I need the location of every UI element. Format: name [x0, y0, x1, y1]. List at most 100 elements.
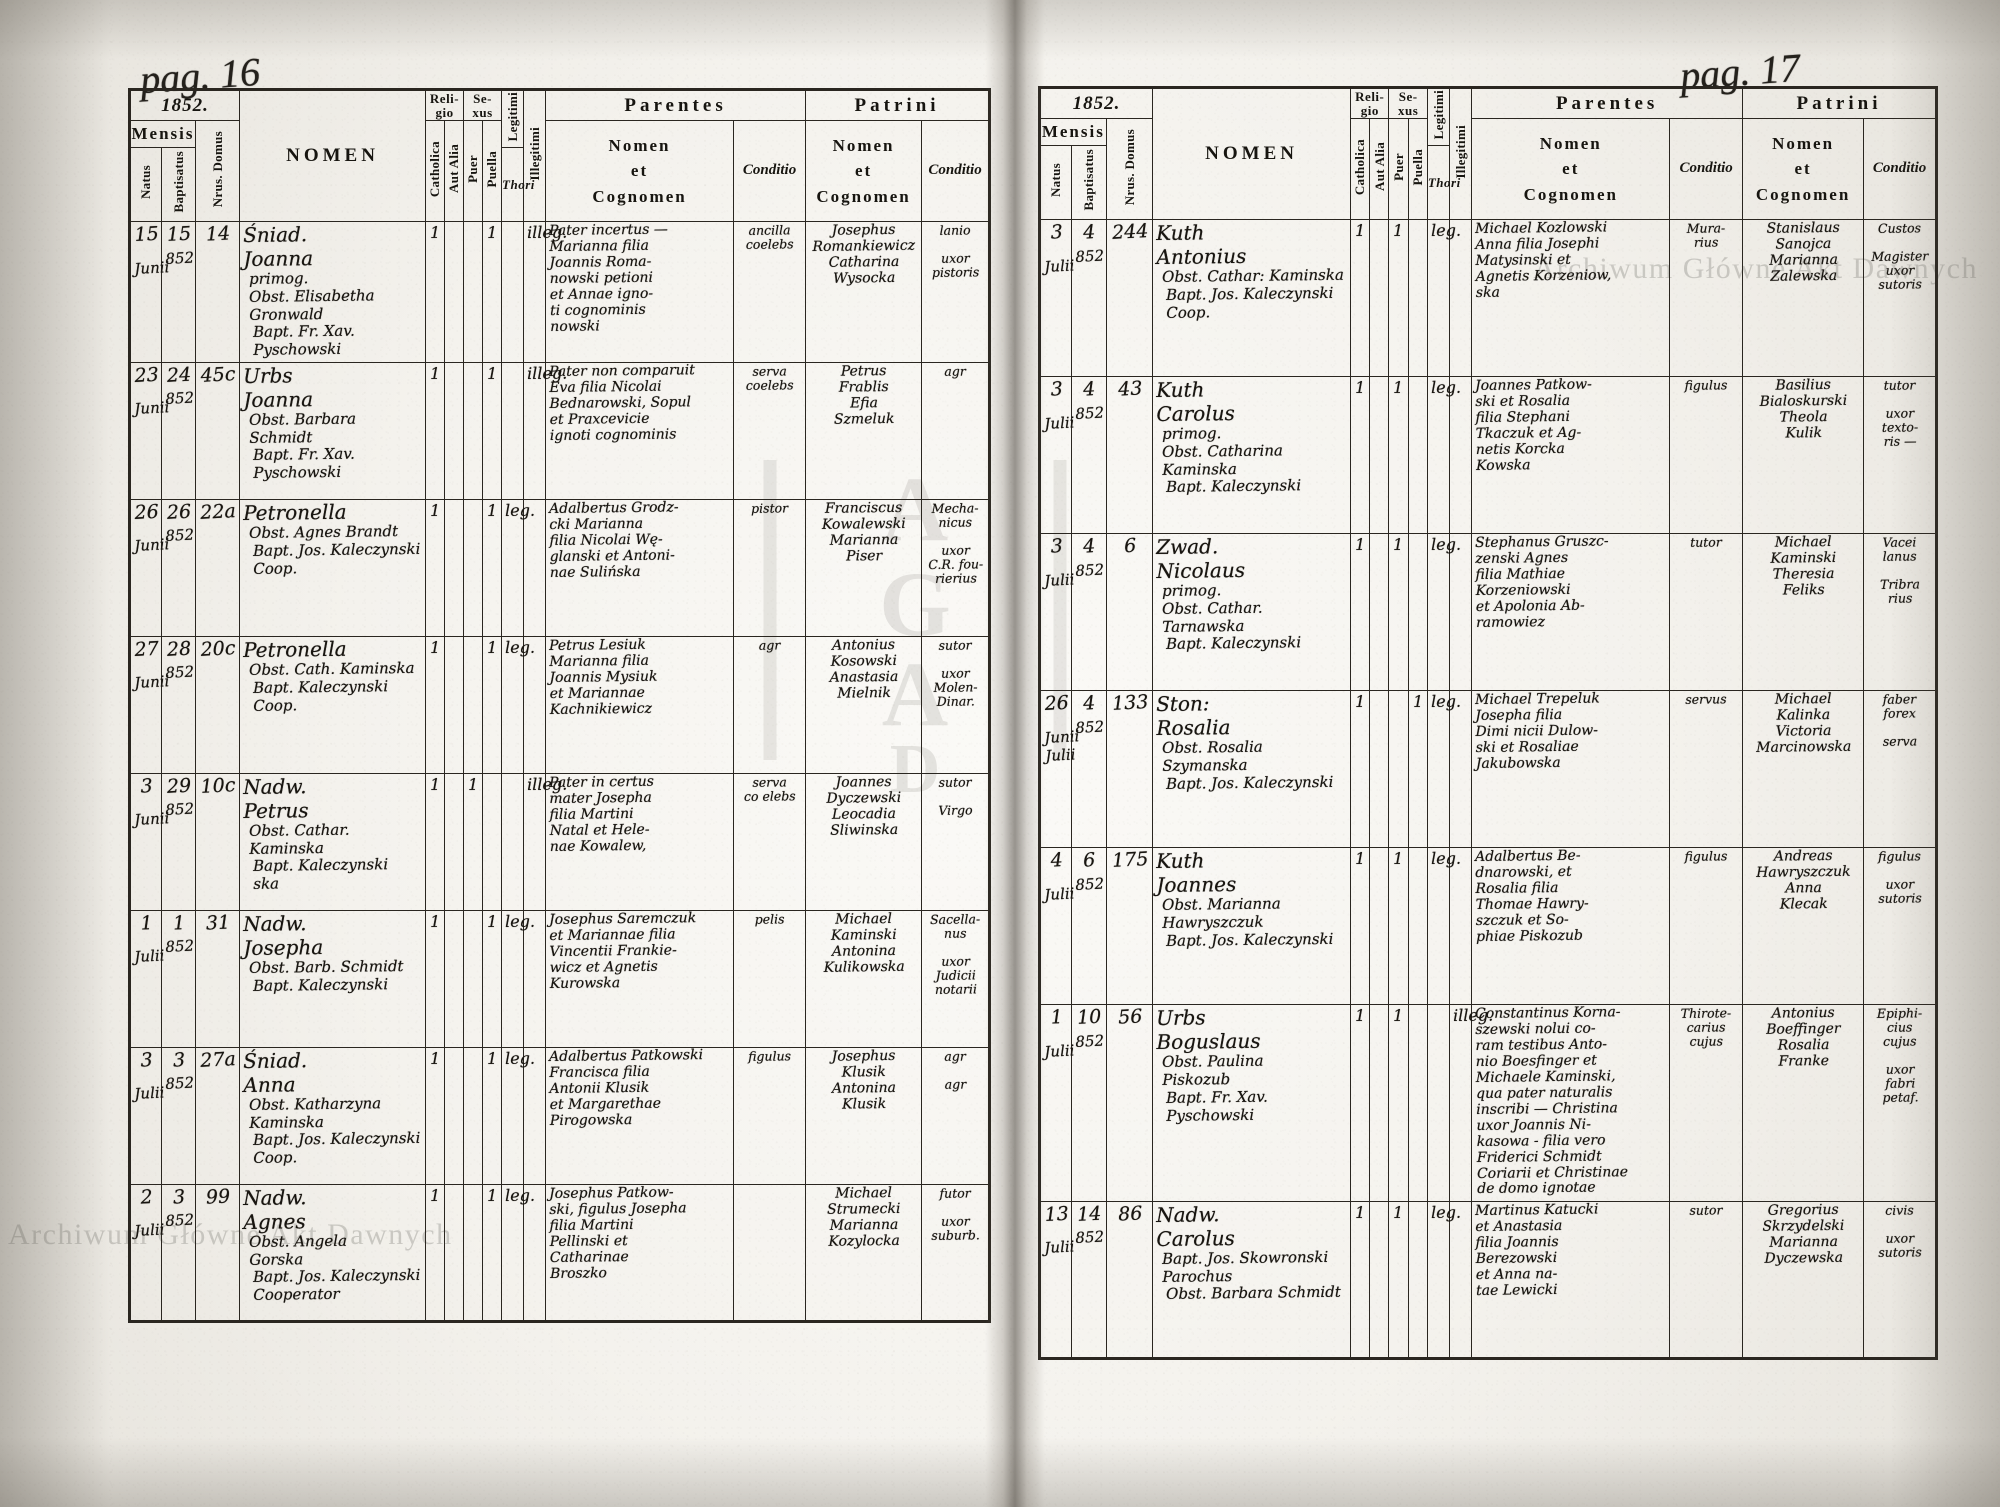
cell-mensis-value: Julii	[133, 946, 165, 967]
cell-patrini-text: Michael Kaminski Theresia Feliks	[1770, 534, 1837, 599]
header-patrini-cognomen-right: Cognomen	[1755, 184, 1851, 204]
table-row[interactable]: 27 Junii 28 852 20c Petronella Obst. Cath. Kam…	[129, 635, 991, 774]
cell-parentes: Adalbertus Patkowski Francisca filia Ant…	[545, 1046, 735, 1185]
header-year-left: 1852.	[128, 88, 241, 122]
cell-nrus-domus: 86	[1105, 1200, 1154, 1359]
cell-year-value: 852	[1075, 403, 1105, 423]
cell-mensis-value: Julii	[1043, 883, 1075, 904]
cell-aut-alia	[444, 361, 465, 500]
cell-nomen: Petronella Obst. Cath. Kaminska Bapt. Kale…	[239, 635, 427, 774]
cell-nomen: Śniad. Joanna primog. Obst. Elisabetha Gro…	[239, 221, 427, 363]
cell-baptisatus: 26 852	[161, 498, 196, 637]
header-parentes-conditio-right: Conditio	[1669, 118, 1743, 221]
cell-puella-text: 1	[1412, 692, 1424, 712]
cell-catholica: 1	[1350, 533, 1371, 692]
table-row[interactable]: 3 Julii 4 852 43 Kuth Carolus primog. Obst. Cat…	[1038, 376, 1937, 535]
table-row[interactable]: 26 Junii Julii 4 852 133 Ston: Rosalia Obst. R…	[1038, 690, 1937, 849]
table-row[interactable]: 2 Julii 3 852 99 Nadw. Agnes Obst. Angela Gors…	[129, 1183, 991, 1322]
cell-puella	[1407, 1004, 1428, 1202]
cell-patrini-conditio: lanio uxor pistoris	[921, 221, 991, 363]
cell-patrini-text: Michael Kaminski Antonina Kulikowska	[823, 910, 905, 976]
cell-parentes-conditio: pelis	[733, 909, 807, 1048]
table-row[interactable]: 3 Julii 3 852 27a Śniad. Anna Obst. Katharzyna…	[129, 1046, 991, 1185]
cell-puer: 1	[1388, 847, 1409, 1006]
cell-nrus-domus-text: 175	[1111, 848, 1149, 873]
table-row[interactable]: 15 Junii 15 852 14 Śniad. Joanna primog. Obst. …	[129, 221, 991, 363]
table-row[interactable]: 1 Julii 1 852 31 Nadw. Josepha Obst. Barb. Sch…	[129, 909, 991, 1048]
cell-catholica: 1	[425, 1183, 446, 1322]
cell-nomen-name: Ston: Rosalia	[1156, 691, 1231, 740]
cell-patrini-conditio-text: Epiphi- cius cujus uxor fabri petaf.	[1876, 1005, 1923, 1105]
cell-nrus-domus: 27a	[194, 1046, 241, 1185]
header-religio-left: Reli- gio	[425, 88, 465, 122]
cell-catholica: 1	[425, 221, 446, 363]
cell-nomen: Urbs Joanna Obst. Barbara Schmidt Bapt. Fr…	[239, 361, 427, 500]
cell-nomen: Kuth Antonius Obst. Cathar: Kaminska Bapt.…	[1152, 219, 1352, 378]
cell-baptisatus: 10 852	[1071, 1004, 1107, 1202]
cell-parentes-conditio: serva coelebs	[733, 361, 807, 500]
cell-baptisatus: 6 852	[1071, 847, 1107, 1006]
cell-parentes-conditio-text: Thirote- carius cujus	[1680, 1005, 1732, 1049]
cell-parentes-text: Pater in certus mater Josepha filia Mart…	[549, 773, 654, 855]
cell-natus-text: 4	[1050, 849, 1064, 872]
table-row[interactable]: 26 Junii 26 852 22a Petronella Obst. Agnes Bra…	[129, 498, 991, 637]
cell-nomen-obstetrix: Obst. Paulina Piskozub	[1162, 1052, 1264, 1089]
cell-puella-text: 1	[486, 1185, 498, 1205]
cell-nrus-domus: 10c	[194, 772, 241, 911]
cell-patrini-conditio: Vacei lanus Tribra rius	[1863, 533, 1937, 692]
cell-nomen: Ston: Rosalia Obst. Rosalia Szymanska Bapt…	[1152, 690, 1352, 849]
cell-mensis-value: Junii	[133, 398, 170, 419]
cell-illegitimi-text: illeg.	[527, 363, 568, 383]
cell-nomen-baptizans: Bapt. Kaleczynski	[1166, 633, 1302, 654]
cell-parentes-text: Pater incertus — Marianna filia Joannis …	[549, 221, 668, 335]
table-row[interactable]: 1 Julii 10 852 56 Urbs Boguslaus Obst. Paulina…	[1038, 1004, 1937, 1202]
cell-catholica: 1	[425, 909, 446, 1048]
cell-nrus-domus: 43	[1105, 376, 1154, 535]
cell-puella	[1407, 219, 1428, 378]
header-year-right: 1852.	[1038, 86, 1154, 120]
table-row[interactable]: 23 Junii 24 852 45c Urbs Joanna Obst. Barbara …	[129, 361, 991, 500]
cell-natus-text: 1	[139, 911, 154, 935]
cell-nomen-obstetrix: Obst. Catharina Kaminska	[1162, 441, 1284, 479]
cell-parentes-conditio: servus	[1669, 690, 1743, 849]
cell-parentes-conditio-text: agr	[758, 637, 781, 653]
cell-patrini-conditio: civis uxor sutoris	[1863, 1200, 1937, 1359]
cell-catholica: 1	[425, 772, 446, 911]
cell-legitimi: leg.	[1426, 533, 1461, 692]
header-nomen-left: NOMEN	[239, 88, 427, 223]
cell-baptisatus-text: 4	[1082, 692, 1097, 715]
cell-parentes: Joannes Patkow- ski et Rosalia filia Ste…	[1471, 376, 1671, 535]
cell-nomen-baptizans: Bapt. Kaleczynski	[253, 974, 389, 995]
cell-puer	[463, 635, 484, 774]
cell-illegitimi	[1449, 690, 1473, 849]
header-patrini-conditio-left: Conditio	[921, 120, 991, 223]
cell-parentes-text: Michael Trepeluk Josepha filia Dimi nici…	[1475, 690, 1601, 772]
cell-catholica-text: 1	[1355, 535, 1366, 555]
header-parentes-nomen-right: Nomen	[1539, 133, 1602, 153]
header-nrus-domus-right: Nrus. Domus	[1121, 128, 1137, 205]
cell-natus-text: 27	[134, 637, 160, 661]
cell-nomen-baptizans: Bapt. Jos. Kaleczynski Cooperator	[253, 1266, 421, 1304]
cell-patrini-text: Gregorius Skrzydelski Marianna Dyczewska	[1762, 1201, 1845, 1267]
table-row[interactable]: 3 Junii 29 852 10c Nadw. Petrus Obst. Cathar. …	[129, 772, 991, 911]
header-thori-right: Thori	[1426, 145, 1460, 221]
header-illegitimi-left: Illegitimi	[526, 126, 542, 181]
table-row[interactable]: 3 Julii 4 852 6 Zwad. Nicolaus primog. Obst. Ca…	[1038, 533, 1937, 692]
cell-parentes-conditio-text: serva co elebs	[743, 774, 796, 804]
cell-catholica-text: 1	[429, 500, 441, 520]
cell-baptisatus-text: 26	[166, 500, 192, 524]
cell-aut-alia	[444, 498, 465, 637]
table-row[interactable]: 3 Julii 4 852 244 Kuth Antonius Obst. Cathar: …	[1038, 219, 1937, 378]
cell-patrini-conditio-text: lanio uxor pistoris	[931, 222, 980, 281]
cell-aut-alia	[1369, 219, 1390, 378]
cell-parentes-conditio: serva co elebs	[733, 772, 807, 911]
cell-puella-text: 1	[486, 637, 498, 657]
cell-mensis-value: Julii	[1043, 1237, 1075, 1257]
cell-patrini-text: Michael Strumecki Marianna Kozylocka	[827, 1184, 901, 1250]
cell-nomen-name: Kuth Joannes	[1156, 848, 1237, 897]
header-patrini-right: Patrini	[1741, 86, 1938, 120]
cell-baptisatus: 4 852	[1071, 690, 1107, 849]
table-row[interactable]: 4 Julii 6 852 175 Kuth Joannes Obst. Marianna …	[1038, 847, 1937, 1006]
table-row[interactable]: 13 Julii 14 852 86 Nadw. Carolus Bapt. Jos. Sk…	[1038, 1200, 1937, 1359]
cell-nrus-domus-text: 56	[1117, 1005, 1143, 1029]
